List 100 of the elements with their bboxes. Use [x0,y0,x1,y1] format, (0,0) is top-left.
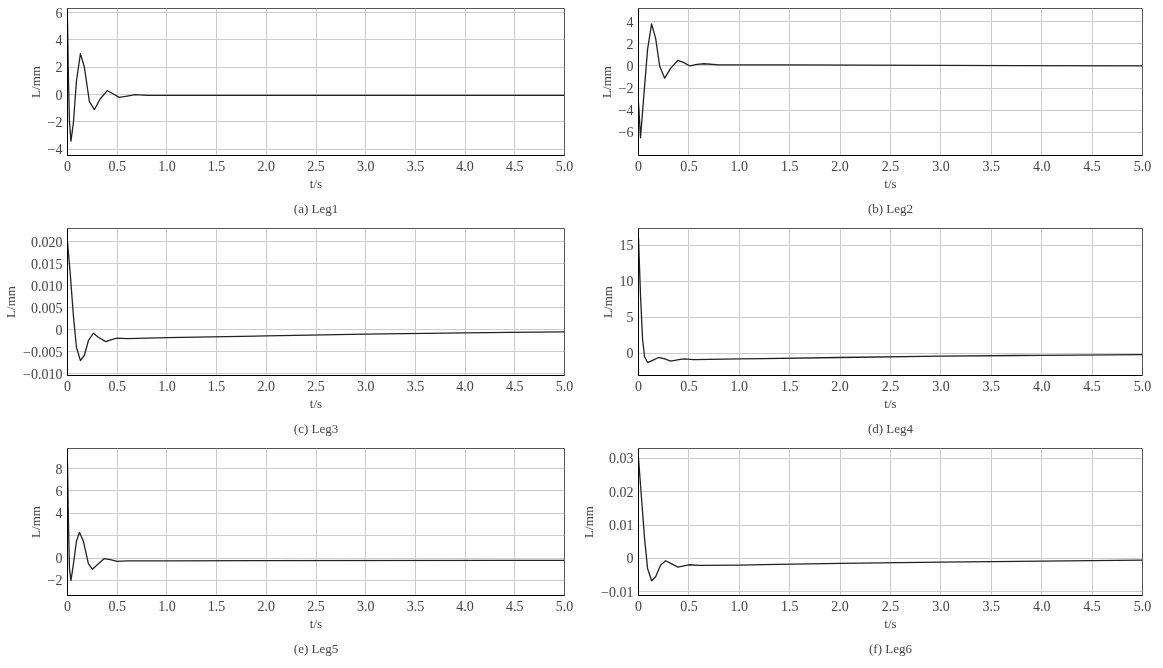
x-tick-label: 4.0 [456,158,474,174]
x-tick-label: 4.0 [1032,378,1051,394]
x-tick-label: 5.0 [555,378,574,394]
y-tick-label: −2 [618,81,634,97]
y-tick-label: 0.015 [31,256,63,272]
y-axis-title: L/mm [3,286,19,318]
x-tick-label: 1.0 [158,378,176,394]
x-tick-label: 1.5 [207,378,226,394]
x-tick-label: 3.0 [356,378,375,394]
x-tick-label: 0.5 [680,598,698,614]
x-tick-label: 3.5 [982,378,1001,394]
y-tick-label: −4 [47,142,63,158]
x-tick-label: 2.0 [831,598,849,614]
y-tick-label: 0.02 [609,484,634,500]
x-axis-title: t/s [309,615,323,631]
x-tick-label: 1.5 [780,158,799,174]
x-tick-label: 4.0 [1032,598,1051,614]
x-tick-label: 4.5 [1083,598,1101,614]
x-tick-label: 2.5 [307,598,325,614]
x-tick-label: 3.0 [356,158,375,174]
x-axis-title: t/s [884,615,897,631]
text: (b) Leg2 [867,200,914,216]
x-tick-label: 2.5 [881,378,900,394]
y-tick-label: 0 [55,551,63,567]
y-tick-label: −4 [618,103,634,119]
y-tick-label: 8 [55,461,63,477]
y-tick-label: 0 [55,87,63,103]
x-tick-label: 4.0 [456,598,474,614]
y-tick-label: 0 [626,551,634,567]
y-tick-label: 4 [55,506,63,522]
text: (f) Leg6 [869,640,913,656]
x-tick-label: 2.0 [831,378,849,394]
x-tick-label: 3.0 [932,598,950,614]
y-tick-label: 4 [55,32,63,48]
x-tick-label: 1.5 [207,158,226,174]
y-axis-title: L/mm [598,66,614,98]
x-axis-title: t/s [309,175,323,191]
x-tick-label: 3.5 [406,378,425,394]
x-tick-label: 5.0 [555,158,574,174]
x-tick-label: 2.5 [307,378,325,394]
y-axis-title: L/mm [27,66,43,98]
y-axis-title: L/mm [581,506,597,538]
x-axis-title: t/s [309,395,323,411]
y-tick-label: 6 [55,5,63,21]
y-axis-title: L/mm [27,506,43,538]
x-tick-label: 3.0 [932,378,950,394]
y-tick-label: −0.010 [23,366,63,382]
y-tick-label: 0.010 [31,278,63,294]
x-tick-label: 2.5 [881,158,900,174]
y-tick-label: −2 [47,573,63,589]
y-tick-label: 0.020 [31,234,63,250]
text: (d) Leg4 [867,420,914,436]
x-tick-label: 4.5 [506,598,524,614]
x-tick-label: 4.5 [1083,378,1101,394]
y-tick-label: 0 [626,346,634,362]
x-tick-label: 3.5 [406,158,425,174]
y-axis-title: L/mm [599,286,615,318]
y-tick-label: −0.005 [23,344,63,360]
y-tick-label: −2 [47,115,63,130]
x-tick-label: 3.5 [982,598,1001,614]
x-tick-label: 1.0 [730,598,749,614]
y-tick-label: 6 [55,483,63,499]
x-tick-label: 2.5 [307,158,325,174]
x-tick-label: 5.0 [1133,598,1152,614]
x-tick-label: 0.5 [108,598,126,614]
x-tick-label: 5.0 [555,598,574,614]
text: (e) Leg5 [293,640,339,656]
x-tick-label: 5.0 [1133,158,1152,174]
y-tick-label: 4 [626,14,634,30]
x-tick-label: 2.0 [831,158,849,174]
y-tick-label: 2 [626,36,634,52]
x-tick-label: 1.5 [780,378,799,394]
y-tick-label: 0.03 [609,451,634,467]
x-tick-label: 4.0 [456,378,474,394]
y-tick-label: 0 [55,322,63,338]
x-tick-label: 3.5 [982,158,1001,174]
x-tick-label: 2.0 [257,378,276,394]
x-tick-label: 1.0 [730,378,749,394]
y-tick-label: −0.01 [601,584,634,600]
x-tick-label: 2.5 [881,598,900,614]
x-tick-label: 1.5 [207,598,226,614]
x-tick-label: 2.0 [257,158,276,174]
text: (a) Leg1 [293,200,339,216]
x-tick-label: 4.5 [1083,158,1101,174]
x-tick-label: 0.5 [108,378,126,394]
x-axis-title: t/s [884,175,897,191]
x-tick-label: 4.0 [1032,158,1051,174]
y-tick-label: 5 [626,310,634,326]
x-tick-label: 3.0 [356,598,375,614]
y-tick-label: 0.005 [31,300,63,316]
x-tick-label: 1.0 [730,158,749,174]
x-tick-label: 3.0 [932,158,950,174]
y-tick-label: 0 [626,58,634,74]
x-tick-label: 4.5 [506,158,524,174]
x-tick-label: 0.5 [108,158,126,174]
x-tick-label: 1.5 [780,598,799,614]
x-tick-label: 4.5 [506,378,524,394]
text: (c) Leg3 [293,420,339,436]
x-tick-label: 2.0 [257,598,276,614]
x-tick-label: 1.0 [158,598,176,614]
